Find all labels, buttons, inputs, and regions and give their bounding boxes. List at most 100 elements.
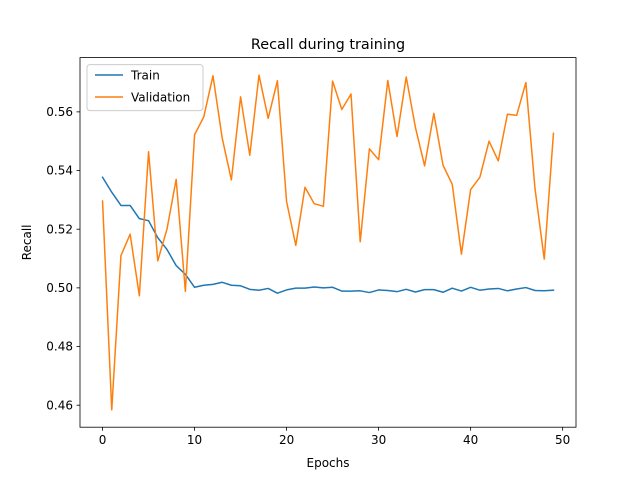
legend: Train Validation [86, 64, 204, 112]
data-point-validation [534, 188, 535, 189]
data-point-validation [240, 96, 241, 97]
data-point-validation [120, 255, 121, 256]
data-point-validation [304, 187, 305, 188]
legend-label-validation: Validation [131, 91, 190, 105]
data-point-train [304, 288, 305, 289]
data-point-validation [249, 155, 250, 156]
data-point-validation [470, 189, 471, 190]
data-point-train [534, 290, 535, 291]
data-point-validation [406, 76, 407, 77]
data-point-train [157, 237, 158, 238]
data-point-train [396, 291, 397, 292]
data-point-train [479, 290, 480, 291]
data-point-train [406, 289, 407, 290]
y-tick-label: 0.52 [46, 222, 73, 236]
data-point-train [415, 291, 416, 292]
x-axis: 0 10 20 30 40 50 [99, 427, 570, 447]
x-tick-label: 20 [279, 433, 294, 447]
data-point-train [120, 205, 121, 206]
data-point-train [139, 218, 140, 219]
data-point-validation [194, 134, 195, 135]
data-point-train [277, 293, 278, 294]
data-point-validation [544, 259, 545, 260]
series-line-validation [101, 74, 555, 411]
data-point-train [212, 284, 213, 285]
legend-label-train: Train [130, 69, 160, 83]
data-point-train [341, 290, 342, 291]
data-point-validation [378, 159, 379, 160]
x-tick-label: 10 [187, 433, 202, 447]
data-point-train [295, 288, 296, 289]
data-point-train [369, 292, 370, 293]
data-point-train [176, 265, 177, 266]
data-point-validation [433, 113, 434, 114]
series-line-train [101, 176, 555, 294]
data-point-validation [286, 201, 287, 202]
data-point-validation [295, 245, 296, 246]
y-tick-label: 0.50 [46, 281, 73, 295]
data-point-validation [139, 295, 140, 296]
y-tick-label: 0.46 [46, 398, 73, 412]
data-point-train [203, 285, 204, 286]
data-point-train [452, 288, 453, 289]
data-point-validation [525, 82, 526, 83]
data-point-validation [258, 75, 259, 76]
data-point-validation [148, 151, 149, 152]
data-point-validation [553, 133, 554, 134]
data-point-train [166, 249, 167, 250]
data-point-train [488, 288, 489, 289]
data-point-validation [212, 75, 213, 76]
data-point-train [314, 286, 315, 287]
data-point-train [525, 287, 526, 288]
data-point-validation [488, 141, 489, 142]
data-point-validation [323, 206, 324, 207]
data-point-validation [507, 114, 508, 115]
data-point-validation [102, 200, 103, 201]
data-point-train [323, 287, 324, 288]
data-point-train [258, 290, 259, 291]
chart-title: Recall during training [251, 37, 405, 53]
series-layer [101, 74, 555, 411]
data-point-train [507, 290, 508, 291]
data-point-train [360, 290, 361, 291]
data-point-validation [314, 203, 315, 204]
y-axis: 0.46 0.48 0.50 0.52 0.54 0.56 [46, 105, 80, 412]
data-point-validation [176, 179, 177, 180]
data-point-train [249, 289, 250, 290]
data-point-train [286, 289, 287, 290]
y-tick-label: 0.54 [46, 164, 73, 178]
x-tick-label: 30 [371, 433, 386, 447]
data-point-train [516, 288, 517, 289]
data-point-train [222, 282, 223, 283]
data-point-train [240, 285, 241, 286]
data-point-validation [424, 165, 425, 166]
data-point-validation [185, 291, 186, 292]
data-point-validation [166, 229, 167, 230]
plot-area-frame [79, 57, 577, 428]
x-tick-label: 40 [463, 433, 478, 447]
data-point-train [268, 288, 269, 289]
data-point-train [433, 289, 434, 290]
data-point-validation [130, 234, 131, 235]
data-point-validation [157, 260, 158, 261]
data-point-train [148, 220, 149, 221]
data-point-train [387, 290, 388, 291]
data-point-validation [452, 184, 453, 185]
legend-box [86, 64, 204, 112]
data-point-train [332, 287, 333, 288]
data-point-validation [415, 127, 416, 128]
data-point-validation [516, 115, 517, 116]
data-point-train [470, 287, 471, 288]
data-point-validation [461, 254, 462, 255]
y-axis-label: Recall [20, 224, 34, 260]
data-point-validation [369, 148, 370, 149]
data-point-validation [277, 80, 278, 81]
data-point-validation [498, 160, 499, 161]
data-point-train [102, 177, 103, 178]
data-point-train [130, 205, 131, 206]
data-point-validation [268, 118, 269, 119]
data-point-validation [231, 179, 232, 180]
data-point-validation [442, 165, 443, 166]
